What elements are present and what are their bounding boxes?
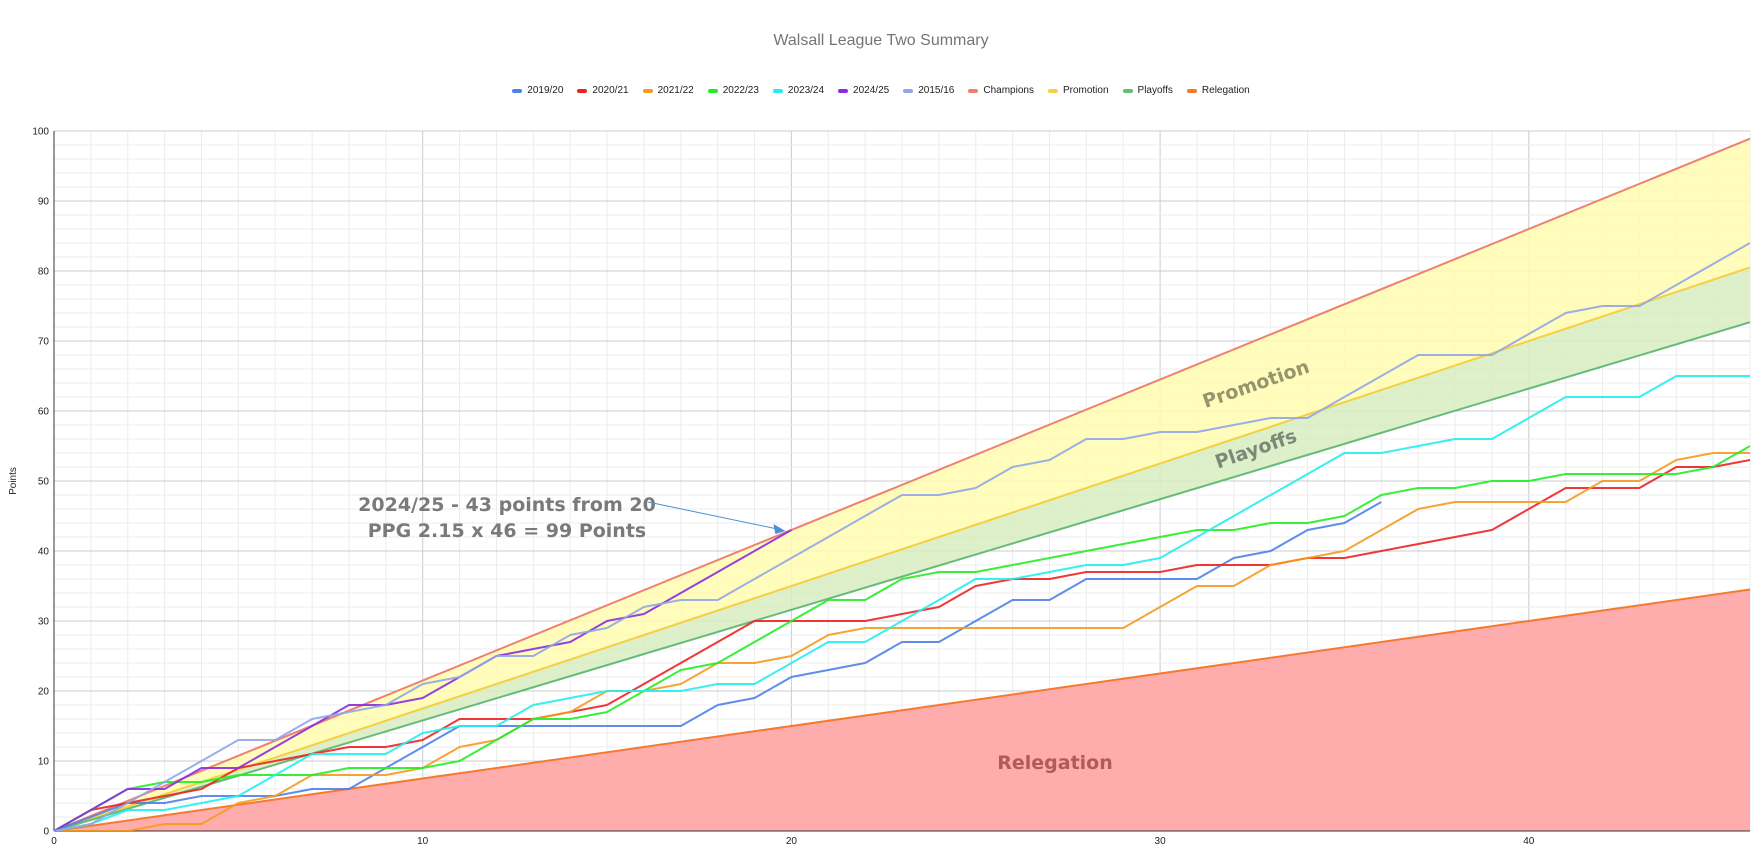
- x-tick-label: 0: [51, 836, 57, 847]
- y-tick-label: 60: [38, 407, 50, 418]
- legend-label: Promotion: [1062, 85, 1109, 96]
- legend-item: Promotion: [1047, 85, 1109, 96]
- y-tick-label: 20: [38, 687, 50, 698]
- legend-item: 2020/21: [577, 85, 629, 96]
- annotation-arrow: [647, 501, 778, 530]
- y-axis-label: Points: [8, 467, 19, 495]
- legend-item: 2024/25: [838, 85, 889, 96]
- legend-swatch: [1047, 88, 1058, 93]
- legend-swatch: [1186, 88, 1197, 93]
- annotation-text: 2024/25 - 43 points from 20: [358, 494, 656, 516]
- band-label-relegation: Relegation: [997, 752, 1113, 774]
- legend-item: 2015/16: [903, 85, 954, 96]
- band-line-playoffs: [54, 321, 1750, 831]
- legend-swatch: [903, 88, 914, 93]
- y-tick-label: 0: [43, 827, 49, 838]
- legend-swatch: [968, 88, 979, 93]
- legend-label: 2023/24: [787, 85, 825, 96]
- annotation-arrowhead: [773, 524, 786, 534]
- band-line-champions: [54, 137, 1750, 831]
- legend-swatch: [838, 88, 849, 93]
- legend-label: Playoffs: [1137, 85, 1173, 96]
- legend-item: 2022/23: [707, 85, 759, 96]
- y-tick-label: 70: [38, 337, 50, 348]
- legend-swatch: [772, 88, 783, 93]
- y-tick-label: 40: [38, 547, 50, 558]
- legend-label: 2015/16: [918, 85, 955, 96]
- y-tick-label: 100: [32, 127, 49, 138]
- legend-item: Playoffs: [1122, 85, 1173, 96]
- y-tick-label: 30: [38, 617, 50, 628]
- x-tick-label: 10: [417, 836, 429, 847]
- series-line-2015-16: [54, 242, 1750, 831]
- x-tick-label: 30: [1155, 836, 1167, 847]
- y-tick-label: 10: [38, 757, 50, 768]
- y-tick-label: 90: [38, 197, 50, 208]
- y-tick-label: 80: [38, 267, 50, 278]
- legend-label: Champions: [983, 85, 1034, 96]
- legend-swatch: [707, 88, 718, 93]
- legend-swatch: [642, 88, 653, 93]
- legend-swatch: [512, 88, 523, 93]
- series-line-2020-21: [54, 459, 1750, 831]
- chart-title: Walsall League Two Summary: [773, 32, 989, 49]
- legend-item: Relegation: [1186, 85, 1250, 96]
- legend-item: 2023/24: [772, 85, 825, 96]
- legend-item: Champions: [968, 85, 1034, 96]
- legend-swatch: [1122, 88, 1133, 93]
- series-group: [54, 242, 1750, 831]
- y-tick-label: 50: [38, 477, 50, 488]
- legend-item: 2019/20: [512, 85, 563, 96]
- series-line-2021-22: [54, 452, 1750, 831]
- legend-label: 2022/23: [722, 85, 759, 96]
- legend-label: 2021/22: [657, 85, 694, 96]
- legend-label: 2019/20: [527, 85, 564, 96]
- band-line-relegation: [54, 588, 1750, 831]
- x-tick-label: 40: [1523, 836, 1535, 847]
- x-tick-label: 20: [786, 836, 798, 847]
- band-line-promotion: [54, 266, 1750, 831]
- series-line-2024-25: [54, 529, 792, 831]
- series-line-2023-24: [54, 375, 1750, 831]
- legend-label: 2024/25: [853, 85, 890, 96]
- annotation-text-line2: PPG 2.15 x 46 = 99 Points: [368, 520, 646, 542]
- legend-item: 2021/22: [642, 85, 694, 96]
- legend-label: Relegation: [1201, 85, 1250, 96]
- legend-label: 2020/21: [592, 85, 629, 96]
- legend-swatch: [577, 88, 588, 93]
- series-line-2022-23: [54, 445, 1750, 831]
- legend: 2019/20 2020/21 2021/22 2022/23 2023/24 2024/…: [0, 85, 1762, 96]
